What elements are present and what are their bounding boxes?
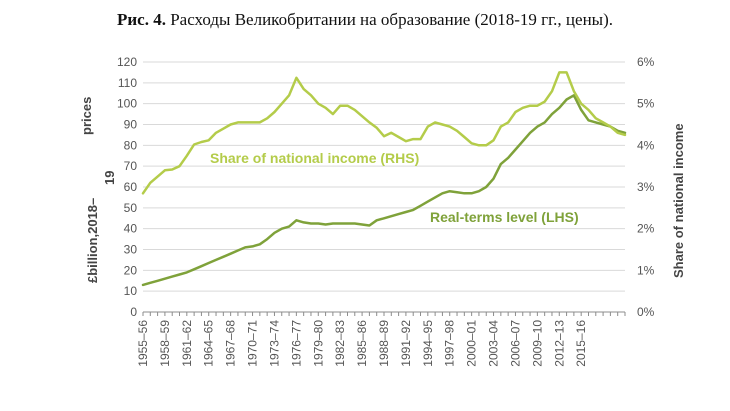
x-tick-label: 1970–71	[246, 320, 260, 367]
x-tick-label: 1994–95	[421, 320, 435, 367]
x-tick-label: 1982–83	[333, 320, 347, 367]
left-axis-title: prices	[79, 97, 94, 135]
x-tick-label: 2003–04	[487, 320, 501, 367]
x-tick-label: 1979–80	[311, 320, 325, 367]
left-y-axis: 0 10 20 30 40 50 60 70 80 90 100 110 120	[117, 55, 137, 319]
left-tick-label: 110	[118, 76, 137, 90]
right-tick-label: 1%	[637, 263, 655, 277]
x-tick-label: 2000–01	[465, 320, 479, 367]
x-axis: 1955–56 1958–59 1961–62 1964–65 1967–68 1970–…	[136, 312, 626, 367]
left-tick-label: 30	[124, 243, 138, 257]
right-tick-label: 6%	[637, 55, 655, 69]
right-axis-title: Share of national income	[671, 123, 686, 278]
x-tick-label: 1964–65	[202, 320, 216, 367]
right-tick-label: 2%	[637, 222, 655, 236]
x-tick-label: 1991–92	[399, 320, 413, 367]
left-tick-label: 120	[117, 55, 137, 69]
series-line-0	[141, 94, 627, 287]
series-label: Share of national income (RHS)	[210, 150, 419, 166]
left-tick-label: 100	[117, 97, 137, 111]
left-tick-label: 40	[124, 222, 138, 236]
x-tick-label: 1973–74	[267, 320, 281, 367]
left-axis-title: 19	[102, 171, 117, 185]
x-tick-label: 1976–77	[289, 320, 303, 367]
x-tick-label: 1955–56	[136, 320, 150, 367]
figure-caption: Рис. 4. Расходы Великобритании на образо…	[0, 10, 730, 30]
x-tick-label: 1967–68	[224, 320, 238, 367]
x-tick-label: 2015–16	[574, 320, 588, 367]
left-tick-label: 90	[124, 118, 138, 132]
x-tick-label: 1988–89	[377, 320, 391, 367]
right-tick-label: 3%	[637, 180, 655, 194]
left-tick-label: 20	[124, 263, 138, 277]
series-lines	[141, 71, 627, 287]
left-axis-title: £billion,2018–	[85, 198, 100, 283]
axis-titles: £billion,2018–19 prices Share of national …	[79, 97, 686, 283]
left-tick-label: 50	[124, 201, 138, 215]
x-tick-label: 2009–10	[530, 320, 544, 367]
x-tick-label: 1958–59	[158, 320, 172, 367]
x-tick-label: 1961–62	[180, 320, 194, 367]
figure-caption-text: Расходы Великобритании на образование (2…	[165, 10, 614, 29]
x-tick-label: 1985–86	[355, 320, 369, 367]
figure-caption-prefix: Рис. 4.	[116, 10, 166, 29]
series-labels: Share of national income (RHS) Real-terms…	[210, 150, 579, 225]
left-tick-label: 60	[124, 180, 138, 194]
series-label: Real-terms level (LHS)	[430, 209, 579, 225]
x-tick-label: 1997–98	[443, 320, 457, 367]
right-tick-label: 4%	[637, 138, 655, 152]
right-tick-label: 5%	[637, 97, 655, 111]
left-tick-label: 80	[124, 138, 138, 152]
left-tick-label: 10	[124, 284, 138, 298]
right-tick-label: 0%	[637, 305, 655, 319]
gridlines	[143, 61, 625, 313]
right-y-axis: 0% 1% 2% 3% 4% 5% 6%	[637, 55, 655, 319]
left-tick-label: 0	[130, 305, 137, 319]
left-tick-label: 70	[124, 159, 138, 173]
x-tick-label: 2012–13	[552, 320, 566, 367]
x-tick-label: 2006–07	[508, 320, 522, 367]
series-line-1	[141, 71, 627, 195]
